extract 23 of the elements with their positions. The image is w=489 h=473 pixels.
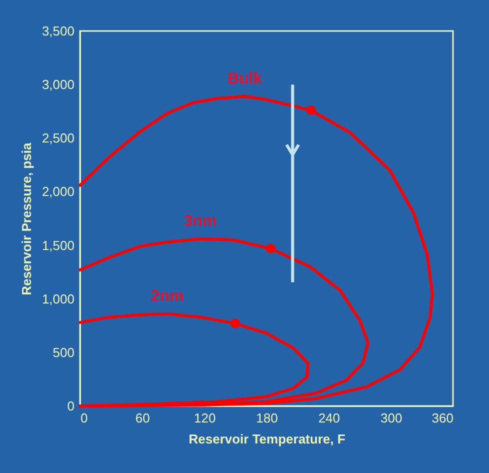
x-tick-label: 240 bbox=[318, 410, 340, 426]
x-tick-label: 0 bbox=[80, 410, 88, 426]
point bbox=[230, 318, 240, 328]
y-tick-label: 2,000 bbox=[42, 184, 74, 200]
x-axis-title: Reservoir Temperature, F bbox=[188, 432, 346, 446]
point bbox=[266, 244, 276, 254]
y-tick-label: 2,500 bbox=[42, 130, 74, 146]
x-tick-label: 120 bbox=[194, 410, 216, 426]
x-tick-label: 180 bbox=[256, 410, 278, 426]
x-tick-label: 360 bbox=[432, 410, 454, 426]
series-label: 2nm bbox=[150, 288, 184, 305]
x-tick-label: 300 bbox=[380, 410, 402, 426]
x-tick-label: 60 bbox=[135, 410, 150, 426]
y-axis-title: Reservoir Pressure, psia bbox=[18, 142, 34, 296]
series-label: 3nm bbox=[184, 212, 217, 230]
series-label: Bulk bbox=[227, 70, 262, 88]
point bbox=[306, 106, 316, 116]
y-tick-label: 1,500 bbox=[42, 238, 74, 253]
y-tick-label: 0 bbox=[67, 398, 74, 414]
y-tick-label: 1,000 bbox=[42, 291, 74, 306]
y-tick-label: 3,000 bbox=[42, 77, 74, 92]
y-tick-label: 500 bbox=[52, 344, 74, 360]
y-tick-label: 3,500 bbox=[42, 24, 74, 38]
